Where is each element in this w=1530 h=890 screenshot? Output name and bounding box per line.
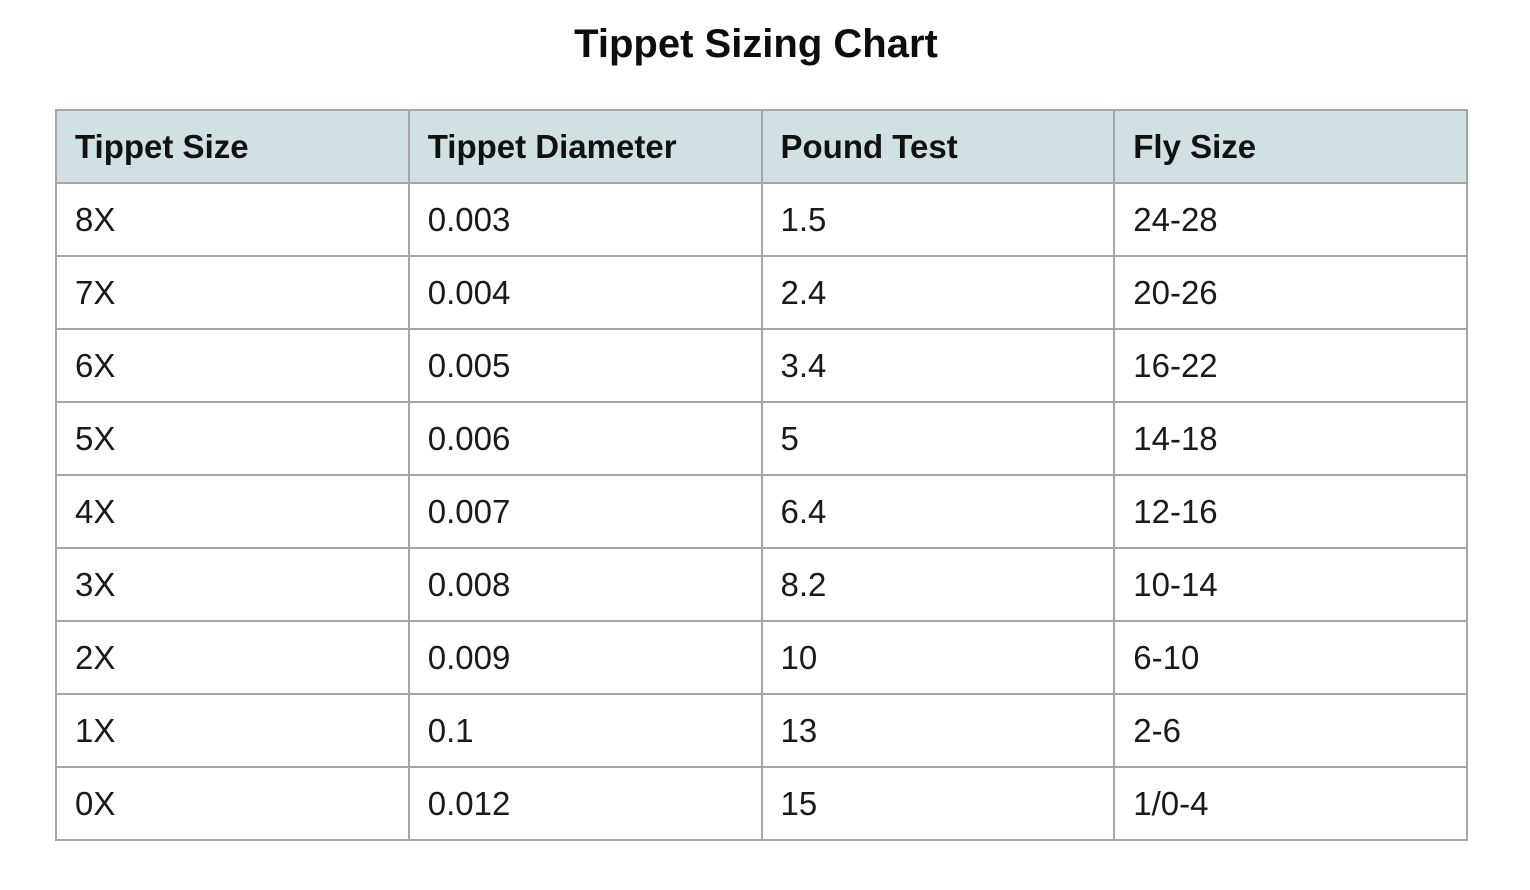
cell-tippet-size: 7X (55, 255, 410, 330)
cell-fly-size: 6-10 (1113, 620, 1468, 695)
cell-fly-size: 20-26 (1113, 255, 1468, 330)
cell-fly-size: 1/0-4 (1113, 766, 1468, 841)
cell-fly-size: 10-14 (1113, 547, 1468, 622)
table-row: 4X 0.007 6.4 12-16 (55, 474, 1468, 549)
cell-tippet-size: 1X (55, 693, 410, 768)
cell-fly-size: 12-16 (1113, 474, 1468, 549)
header-fly-size: Fly Size (1113, 109, 1468, 184)
cell-tippet-diameter: 0.007 (407, 474, 763, 549)
table-row: 3X 0.008 8.2 10-14 (55, 547, 1468, 622)
cell-pound-test: 15 (760, 766, 1116, 841)
cell-tippet-diameter: 0.006 (407, 401, 763, 476)
cell-tippet-diameter: 0.012 (407, 766, 763, 841)
cell-pound-test: 13 (760, 693, 1116, 768)
table-row: 0X 0.012 15 1/0-4 (55, 766, 1468, 841)
cell-tippet-diameter: 0.009 (407, 620, 763, 695)
cell-pound-test: 1.5 (760, 182, 1116, 257)
cell-tippet-diameter: 0.1 (407, 693, 763, 768)
table-row: 2X 0.009 10 6-10 (55, 620, 1468, 695)
table-row: 8X 0.003 1.5 24-28 (55, 182, 1468, 257)
table-header-row: Tippet Size Tippet Diameter Pound Test F… (55, 109, 1468, 184)
cell-tippet-size: 6X (55, 328, 410, 403)
cell-fly-size: 14-18 (1113, 401, 1468, 476)
page-title: Tippet Sizing Chart (574, 22, 938, 66)
cell-tippet-size: 2X (55, 620, 410, 695)
cell-pound-test: 8.2 (760, 547, 1116, 622)
cell-tippet-size: 5X (55, 401, 410, 476)
cell-tippet-size: 0X (55, 766, 410, 841)
cell-tippet-diameter: 0.008 (407, 547, 763, 622)
cell-pound-test: 5 (760, 401, 1116, 476)
cell-tippet-diameter: 0.003 (407, 182, 763, 257)
table-row: 1X 0.1 13 2-6 (55, 693, 1468, 768)
cell-fly-size: 24-28 (1113, 182, 1468, 257)
header-pound-test: Pound Test (760, 109, 1116, 184)
table-row: 7X 0.004 2.4 20-26 (55, 255, 1468, 330)
header-tippet-size: Tippet Size (55, 109, 410, 184)
cell-fly-size: 2-6 (1113, 693, 1468, 768)
cell-pound-test: 10 (760, 620, 1116, 695)
cell-tippet-size: 8X (55, 182, 410, 257)
tippet-sizing-table: Tippet Size Tippet Diameter Pound Test F… (55, 109, 1468, 841)
header-tippet-diameter: Tippet Diameter (407, 109, 763, 184)
table-row: 5X 0.006 5 14-18 (55, 401, 1468, 476)
table-body: 8X 0.003 1.5 24-28 7X 0.004 2.4 20-26 6X… (55, 182, 1468, 841)
cell-tippet-size: 3X (55, 547, 410, 622)
cell-tippet-diameter: 0.004 (407, 255, 763, 330)
cell-fly-size: 16-22 (1113, 328, 1468, 403)
cell-pound-test: 3.4 (760, 328, 1116, 403)
cell-tippet-diameter: 0.005 (407, 328, 763, 403)
cell-pound-test: 2.4 (760, 255, 1116, 330)
table-row: 6X 0.005 3.4 16-22 (55, 328, 1468, 403)
cell-pound-test: 6.4 (760, 474, 1116, 549)
cell-tippet-size: 4X (55, 474, 410, 549)
